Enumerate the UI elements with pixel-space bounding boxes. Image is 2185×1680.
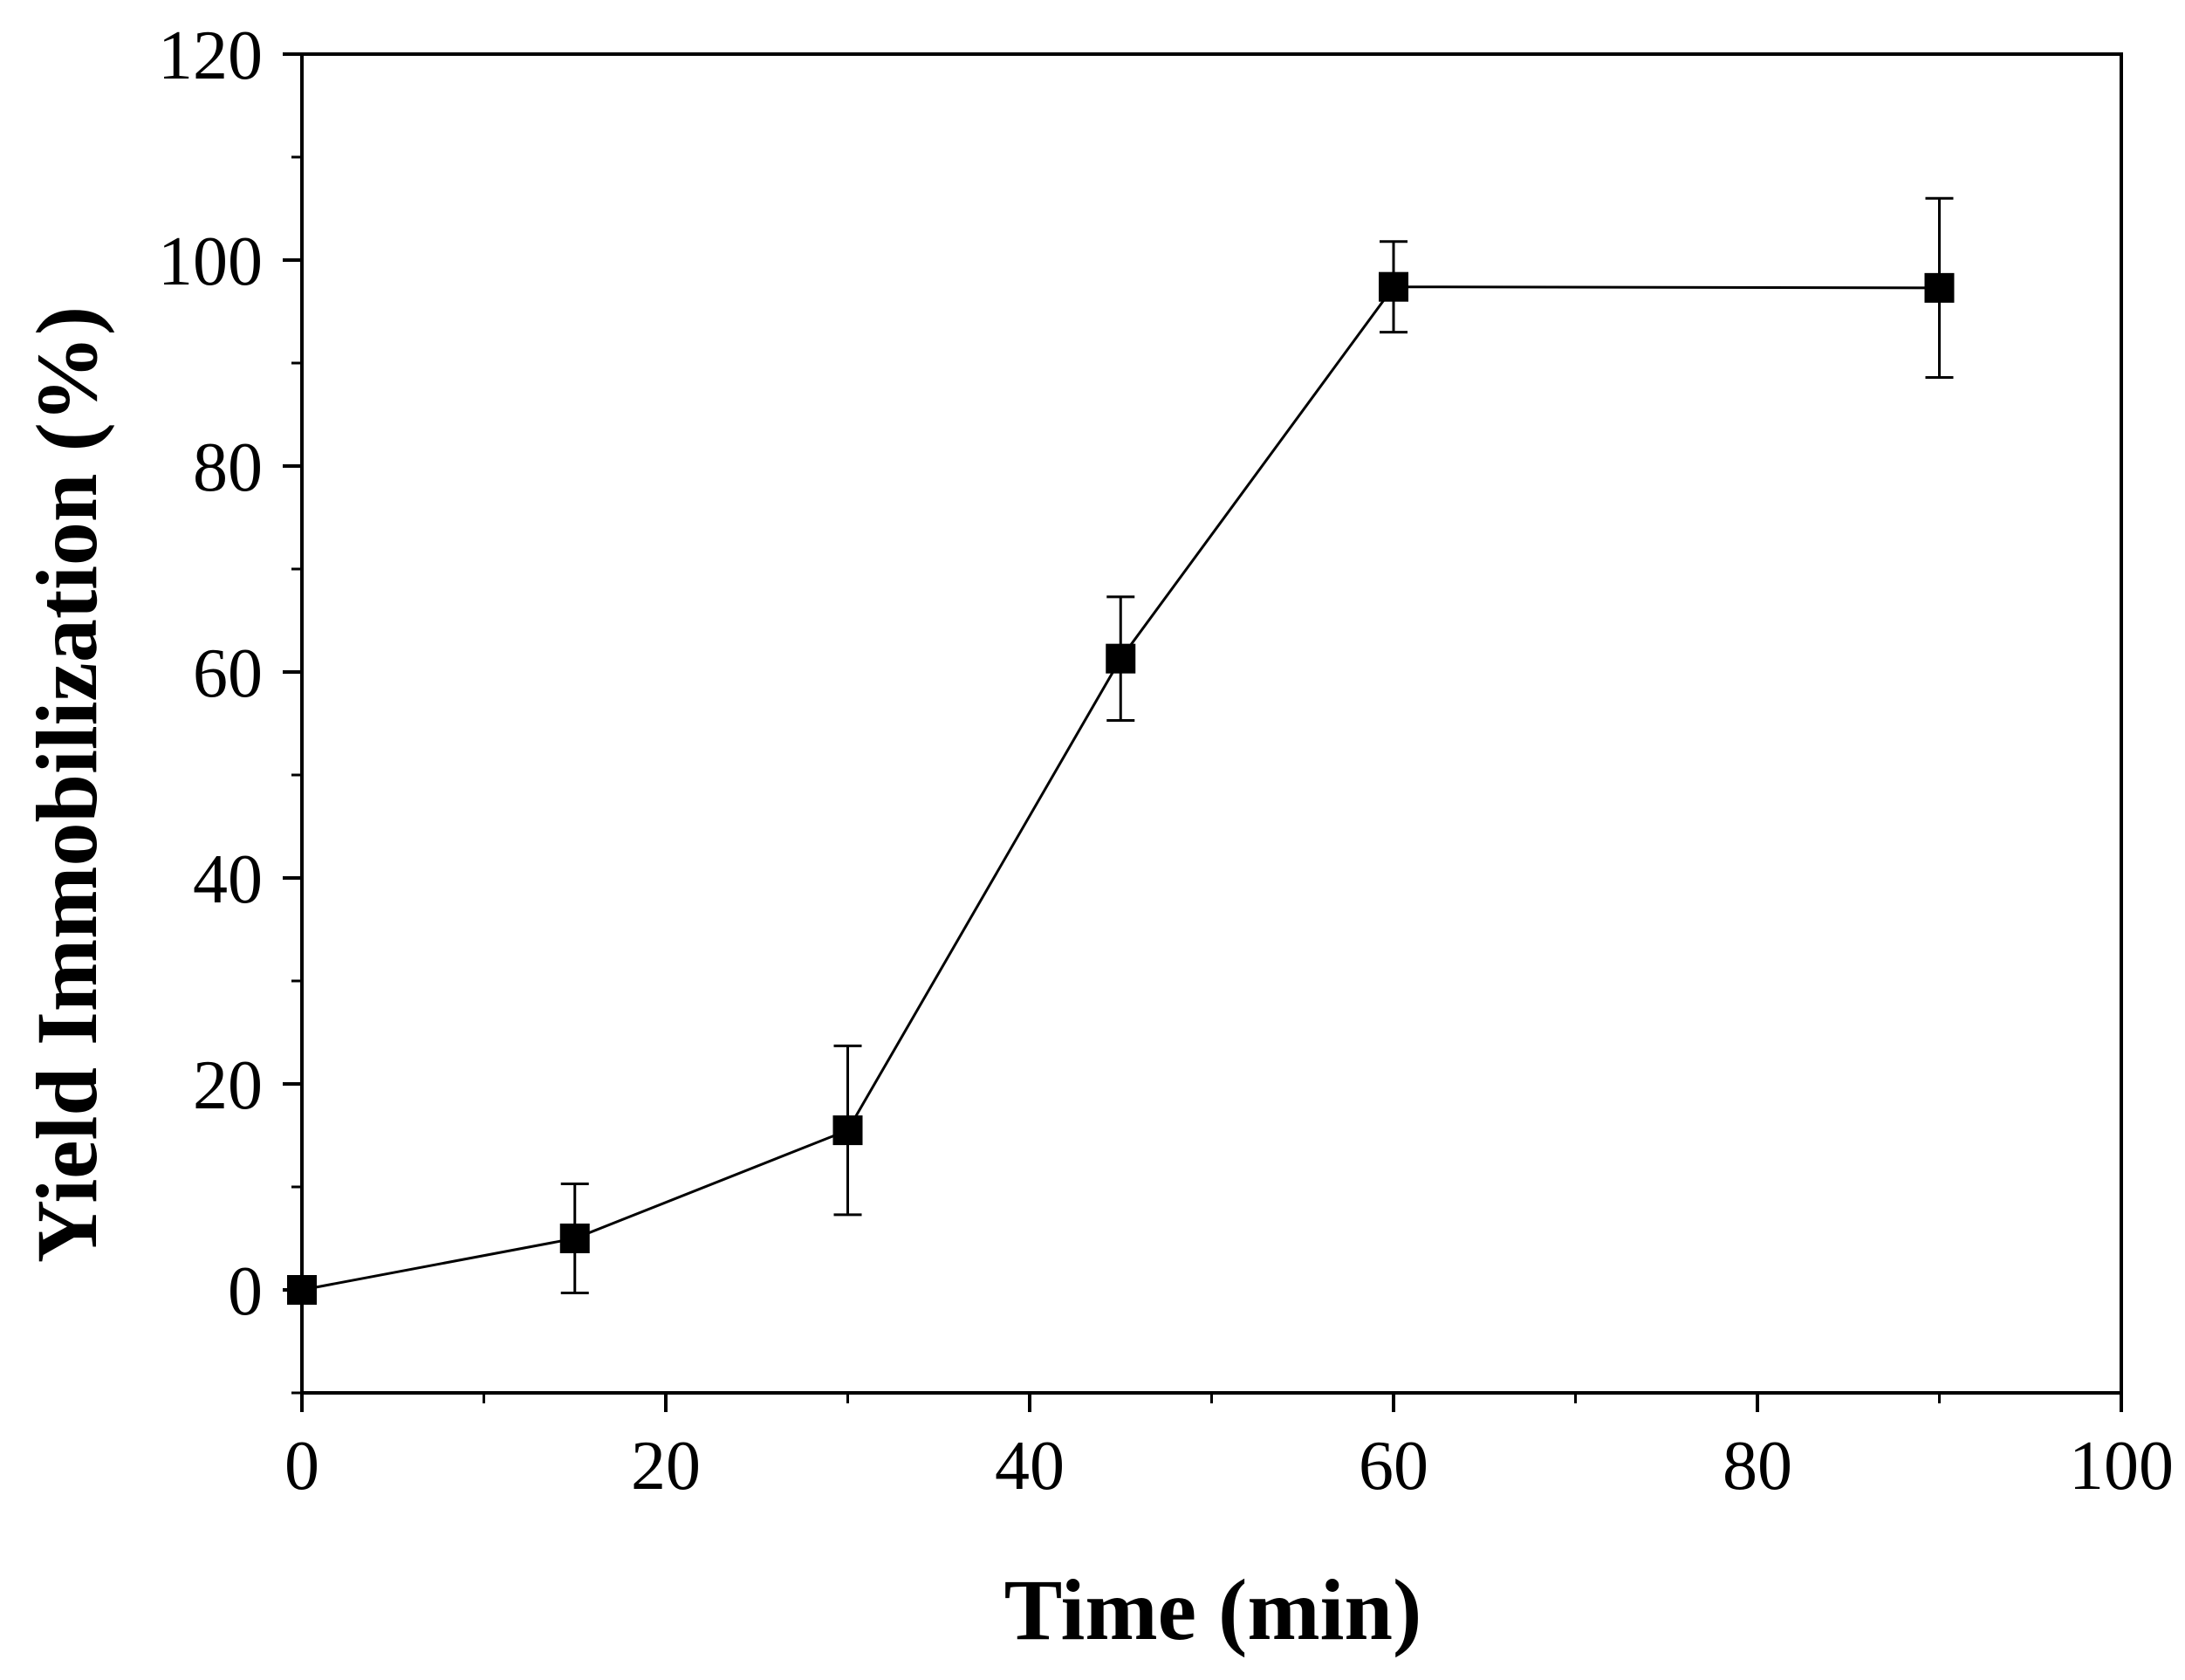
x-axis-title: Time (min) bbox=[1004, 1561, 1422, 1658]
x-tick-label: 0 bbox=[284, 1428, 319, 1505]
data-point bbox=[1379, 271, 1408, 302]
y-tick-label: 60 bbox=[193, 635, 263, 712]
x-tick-label: 80 bbox=[1723, 1428, 1792, 1505]
x-tick-label: 60 bbox=[1359, 1428, 1428, 1505]
data-point bbox=[559, 1224, 590, 1253]
y-tick-label: 40 bbox=[193, 841, 263, 918]
x-tick-label: 20 bbox=[631, 1428, 701, 1505]
data-point bbox=[1106, 643, 1136, 674]
y-tick-label: 120 bbox=[158, 17, 263, 94]
data-point bbox=[287, 1275, 317, 1305]
y-axis-title: Yield Immobilization (%) bbox=[18, 306, 115, 1263]
x-axis: 0 20 40 60 80 100 bbox=[284, 1393, 2174, 1505]
x-tick-label: 100 bbox=[2069, 1428, 2174, 1505]
series-line bbox=[301, 285, 1940, 1292]
y-tick-label: 100 bbox=[158, 223, 263, 300]
y-tick-label: 20 bbox=[193, 1047, 263, 1124]
x-tick-label: 40 bbox=[995, 1428, 1065, 1505]
y-tick-label: 0 bbox=[228, 1253, 263, 1330]
y-axis: 0 20 40 60 80 100 120 bbox=[158, 17, 302, 1395]
data-point bbox=[832, 1115, 863, 1146]
y-tick-label: 80 bbox=[193, 429, 263, 506]
data-point bbox=[1924, 272, 1955, 303]
series-layer bbox=[287, 196, 1955, 1305]
